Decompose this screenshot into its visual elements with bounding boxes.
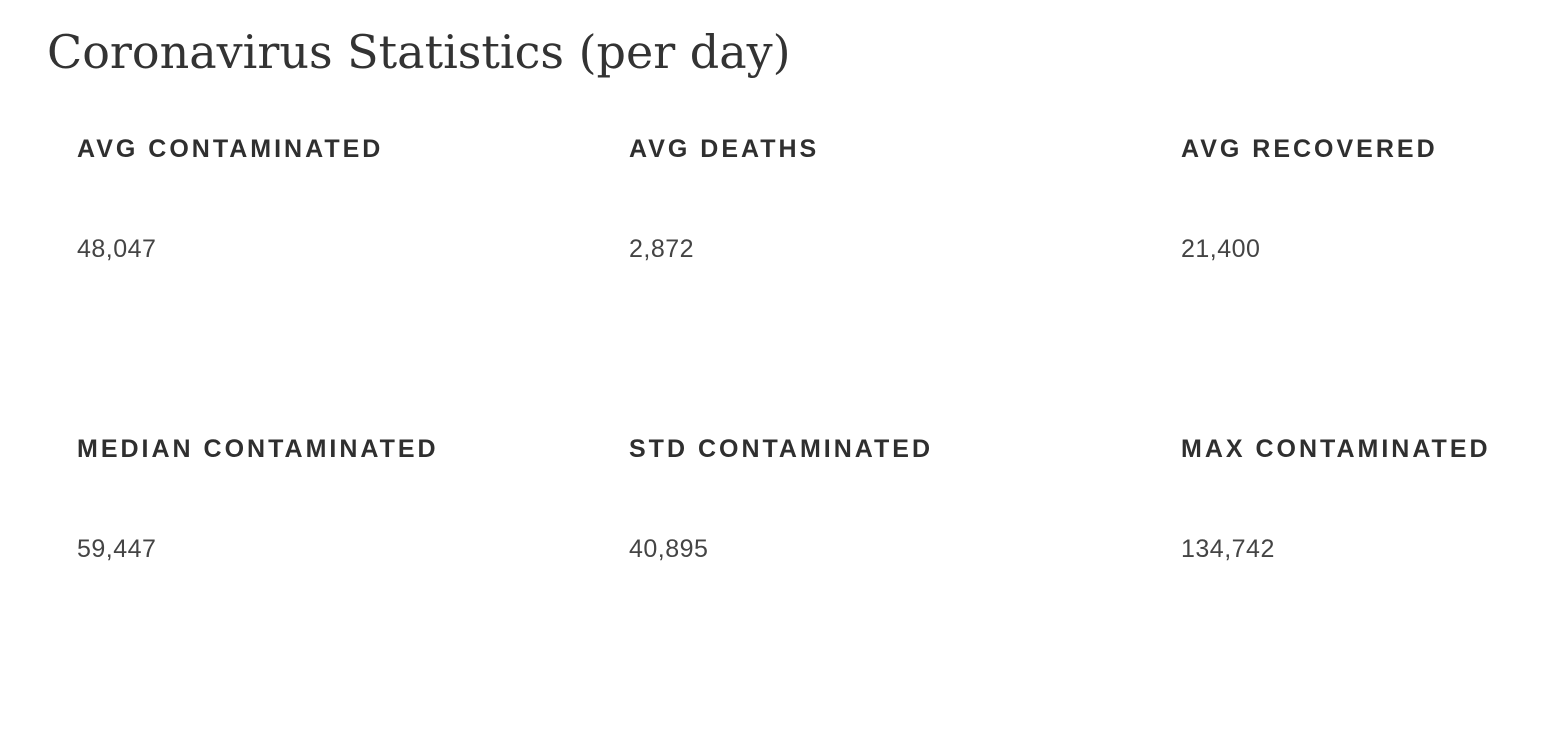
stat-value: 48,047 — [77, 235, 157, 263]
page-title: Coronavirus Statistics (per day) — [47, 25, 791, 79]
stat-label: AVG RECOVERED — [1181, 135, 1438, 163]
stat-label: STD CONTAMINATED — [629, 435, 933, 463]
stat-card-avg-recovered: AVG RECOVERED 21,400 — [1181, 130, 1527, 430]
stat-value: 134,742 — [1181, 535, 1275, 563]
stat-label: MEDIAN CONTAMINATED — [77, 435, 439, 463]
stat-label: AVG CONTAMINATED — [77, 135, 384, 163]
stat-value: 40,895 — [629, 535, 709, 563]
stat-card-max-contaminated: MAX CONTAMINATED 134,742 — [1181, 430, 1527, 730]
stat-label: AVG DEATHS — [629, 135, 820, 163]
stat-value: 59,447 — [77, 535, 157, 563]
stat-value: 21,400 — [1181, 235, 1261, 263]
stat-card-median-contaminated: MEDIAN CONTAMINATED 59,447 — [77, 430, 629, 730]
stat-card-avg-deaths: AVG DEATHS 2,872 — [629, 130, 1181, 430]
stat-card-std-contaminated: STD CONTAMINATED 40,895 — [629, 430, 1181, 730]
stat-value: 2,872 — [629, 235, 695, 263]
stat-label: MAX CONTAMINATED — [1181, 435, 1491, 463]
stat-card-avg-contaminated: AVG CONTAMINATED 48,047 — [77, 130, 629, 430]
stats-grid: AVG CONTAMINATED 48,047 AVG DEATHS 2,872… — [77, 130, 1527, 730]
